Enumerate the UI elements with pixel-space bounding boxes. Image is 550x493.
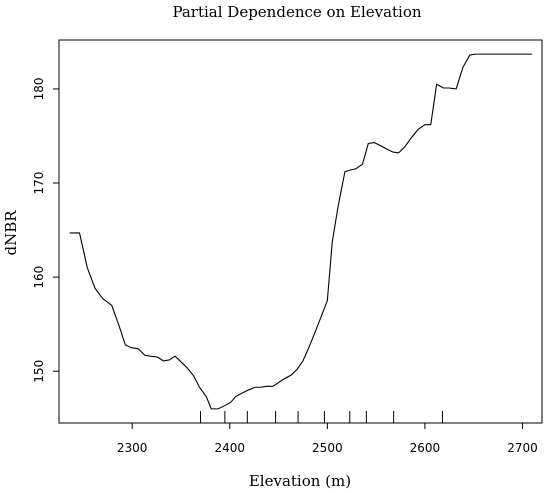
x-tick-label: 2700 [507,441,538,455]
x-tick-label: 2600 [410,441,441,455]
series-line [69,53,533,410]
x-tick-label: 2400 [214,441,245,455]
x-tick-label: 2300 [117,441,148,455]
x-tick-label: 2500 [312,441,343,455]
x-axis-label: Elevation (m) [249,472,351,490]
plot-frame [58,39,543,424]
y-axis-label: dNBR [2,210,20,256]
y-tick-label: 150 [32,360,46,383]
x-axis: 2300 2400 2500 2600 2700 [117,422,538,455]
y-tick-label: 160 [32,266,46,289]
y-tick-label: 170 [32,172,46,195]
chart-title: Partial Dependence on Elevation [172,3,421,21]
rug-marks [199,411,443,423]
y-tick-label: 180 [32,77,46,100]
y-axis: 150 160 170 180 [32,77,60,383]
